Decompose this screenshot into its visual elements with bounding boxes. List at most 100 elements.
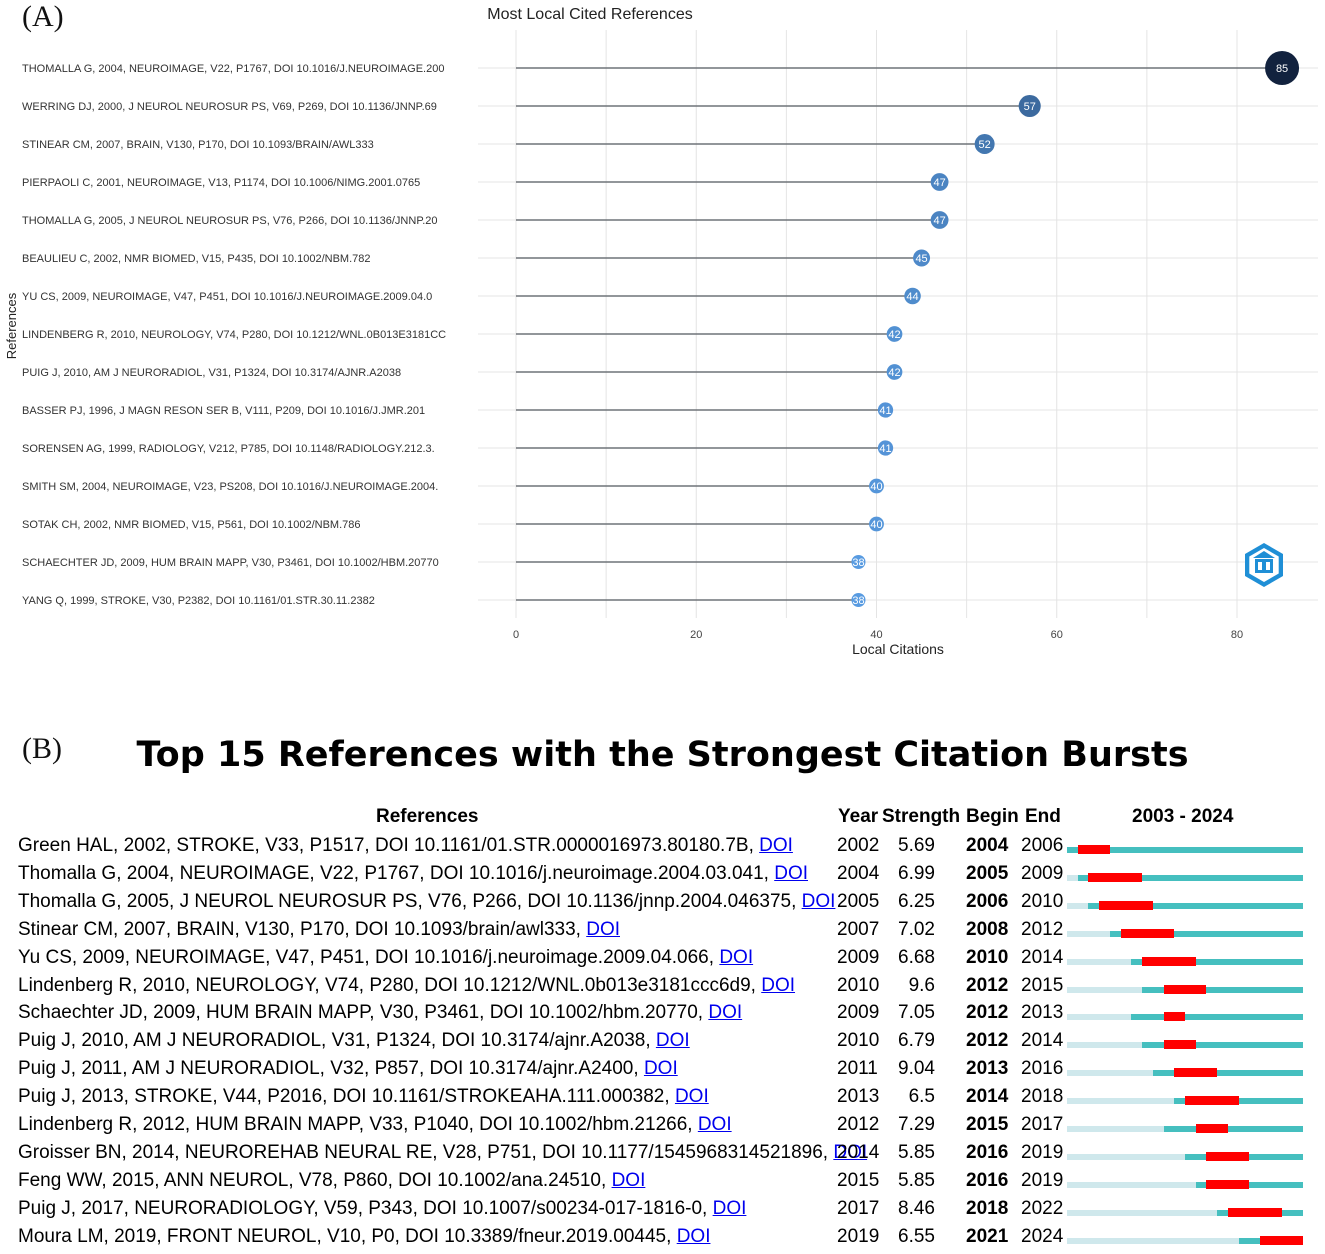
year-cell: 2004 [837, 862, 880, 884]
lollipop-point [886, 326, 903, 342]
doi-link[interactable]: DOI [586, 918, 620, 940]
burst-segment [1206, 1179, 1250, 1189]
timeline-inactive-segment [1067, 1209, 1218, 1216]
begin-cell: 2004 [966, 835, 1009, 856]
lollipop-point [877, 440, 894, 456]
strength-cell: 6.25 [898, 890, 935, 912]
doi-link[interactable]: DOI [611, 1169, 646, 1191]
year-cell: 2015 [837, 1169, 880, 1191]
software-logo [1245, 543, 1283, 587]
reference-cell: Schaechter JD, 2009, HUM BRAIN MAPP, V30… [18, 1002, 742, 1024]
burst-segment [1260, 1235, 1303, 1245]
burst-segment [1099, 900, 1153, 910]
strength-cell: 7.29 [898, 1114, 935, 1135]
burst-timeline [1067, 1124, 1303, 1133]
timeline-active-segment [1142, 986, 1303, 993]
burst-segment [1195, 1124, 1228, 1133]
reference-text: Feng WW, 2015, ANN NEUROL, V78, P860, DO… [18, 1169, 612, 1191]
table-row: Moura LM, 2019, FRONT NEUROL, V10, P0, D… [0, 1226, 1325, 1254]
doi-link[interactable]: DOI [801, 890, 836, 912]
end-cell: 2012 [1021, 918, 1064, 940]
lollipop-point [930, 211, 949, 229]
timeline-inactive-segment [1067, 902, 1089, 909]
end-cell: 2017 [1021, 1114, 1064, 1135]
data-label: 44 [906, 291, 918, 303]
end-cell: 2018 [1021, 1086, 1064, 1108]
reference-text: Puig J, 2011, AM J NEURORADIOL, V32, P85… [18, 1058, 644, 1080]
lollipop-point [913, 249, 931, 267]
table-row: Thomalla G, 2004, NEUROIMAGE, V22, P1767… [0, 863, 1325, 891]
year-cell: 2013 [837, 1086, 880, 1108]
burst-timeline [1067, 1207, 1303, 1217]
doi-link[interactable]: DOI [676, 1225, 711, 1247]
table-row: Lindenberg R, 2012, HUM BRAIN MAPP, V33,… [0, 1114, 1325, 1142]
end-cell: 2013 [1021, 1002, 1064, 1024]
reference-cell: Puig J, 2017, NEURORADIOLOGY, V59, P343,… [18, 1198, 746, 1220]
x-tick-label: 0 [513, 629, 519, 641]
burst-timeline [1067, 1151, 1303, 1161]
timeline-active-segment [1067, 847, 1303, 853]
year-cell: 2007 [837, 918, 880, 940]
doi-link[interactable]: DOI [708, 1002, 743, 1024]
timeline-inactive-segment [1067, 958, 1132, 965]
doi-link[interactable]: DOI [759, 835, 793, 856]
timeline-active-segment [1163, 1126, 1303, 1132]
lollipop-point [851, 555, 866, 569]
strength-cell: 6.79 [898, 1030, 935, 1052]
category-label: WERRING DJ, 2000, J NEUROL NEUROSUR PS, … [22, 101, 437, 113]
begin-cell: 2016 [966, 1169, 1009, 1191]
doi-link[interactable]: DOI [655, 1030, 690, 1052]
category-label: THOMALLA G, 2005, J NEUROL NEUROSUR PS, … [22, 215, 438, 227]
column-header-begin: Begin [966, 806, 1019, 827]
burst-segment [1185, 1096, 1239, 1106]
strength-cell: 5.69 [898, 835, 935, 856]
strength-cell: 5.85 [898, 1169, 935, 1191]
doi-link[interactable]: DOI [761, 974, 796, 996]
begin-cell: 2005 [966, 862, 1009, 884]
table-row: Puig J, 2017, NEURORADIOLOGY, V59, P343,… [0, 1198, 1325, 1226]
category-label: BASSER PJ, 1996, J MAGN RESON SER B, V11… [22, 405, 425, 417]
data-label: 41 [879, 443, 891, 455]
end-cell: 2009 [1021, 862, 1064, 884]
doi-link[interactable]: DOI [674, 1086, 709, 1108]
burst-timeline [1067, 872, 1303, 882]
y-axis-label: References [4, 292, 19, 359]
burst-timeline [1067, 1012, 1303, 1022]
begin-cell: 2021 [966, 1225, 1009, 1247]
reference-text: Lindenberg R, 2010, NEUROLOGY, V74, P280… [18, 974, 762, 996]
timeline-active-segment [1109, 930, 1303, 937]
data-label: 42 [888, 329, 900, 341]
table-row: Puig J, 2010, AM J NEURORADIOL, V31, P13… [0, 1030, 1325, 1058]
begin-cell: 2018 [966, 1197, 1009, 1219]
timeline-inactive-segment [1067, 1070, 1153, 1077]
timeline-inactive-segment [1067, 1042, 1143, 1049]
year-cell: 2014 [837, 1141, 880, 1163]
category-label: LINDENBERG R, 2010, NEUROLOGY, V74, P280… [22, 329, 446, 341]
doi-link[interactable]: DOI [833, 1141, 868, 1163]
reference-cell: Thomalla G, 2004, NEUROIMAGE, V22, P1767… [18, 863, 808, 885]
doi-link[interactable]: DOI [774, 862, 808, 884]
table-row: Schaechter JD, 2009, HUM BRAIN MAPP, V30… [0, 1002, 1325, 1030]
doi-link[interactable]: DOI [697, 1114, 732, 1135]
burst-timeline [1067, 900, 1303, 910]
x-tick-label: 40 [870, 629, 882, 641]
doi-link[interactable]: DOI [643, 1058, 678, 1080]
table-row: Puig J, 2013, STROKE, V44, P2016, DOI 10… [0, 1086, 1325, 1114]
timeline-active-segment [1142, 1042, 1303, 1049]
reference-cell: Feng WW, 2015, ANN NEUROL, V78, P860, DO… [18, 1170, 645, 1192]
category-label: SCHAECHTER JD, 2009, HUM BRAIN MAPP, V30… [22, 557, 439, 569]
burst-segment [1227, 1207, 1282, 1217]
timeline-inactive-segment [1067, 1237, 1239, 1244]
lollipop-point [869, 478, 884, 494]
reference-text: Schaechter JD, 2009, HUM BRAIN MAPP, V30… [18, 1002, 709, 1024]
burst-timeline [1067, 1235, 1303, 1245]
reference-cell: Puig J, 2011, AM J NEURORADIOL, V32, P85… [18, 1058, 678, 1080]
table-row: Green HAL, 2002, STROKE, V33, P1517, DOI… [0, 835, 1325, 863]
reference-text: Moura LM, 2019, FRONT NEUROL, V10, P0, D… [18, 1225, 677, 1247]
doi-link[interactable]: DOI [712, 1197, 747, 1219]
timeline-active-segment [1077, 874, 1303, 881]
begin-cell: 2012 [966, 1002, 1009, 1024]
begin-cell: 2008 [966, 918, 1009, 940]
doi-link[interactable]: DOI [719, 946, 754, 968]
reference-cell: Groisser BN, 2014, NEUROREHAB NEURAL RE,… [18, 1142, 867, 1164]
